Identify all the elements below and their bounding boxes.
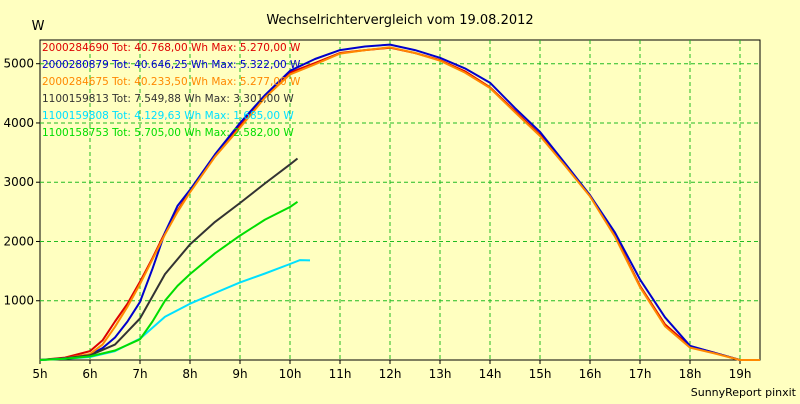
x-tick-label: 9h bbox=[232, 367, 247, 381]
x-tick-label: 12h bbox=[379, 367, 402, 381]
x-tick-label: 8h bbox=[182, 367, 197, 381]
x-tick-label: 11h bbox=[329, 367, 352, 381]
x-axis: 5h 6h 7h 8h 9h 10h 11h 12h 13h 14h 15h 16h 17h 18h 19h bbox=[32, 360, 751, 381]
legend-entry-6: 1100158753 Tot: 5.705,00 Wh Max: 2.582,0… bbox=[42, 127, 294, 139]
x-tick-label: 19h bbox=[729, 367, 752, 381]
x-tick-label: 13h bbox=[429, 367, 452, 381]
x-tick-label: 7h bbox=[132, 367, 147, 381]
x-tick-label: 6h bbox=[82, 367, 97, 381]
plot-frame bbox=[39, 39, 761, 361]
y-tick-label: 2000 bbox=[3, 234, 34, 248]
series-line-5 bbox=[39, 259, 311, 361]
y-tick-label: 5000 bbox=[3, 57, 34, 71]
legend-entry-4: 1100159813 Tot: 7.549,88 Wh Max: 3.301,0… bbox=[42, 93, 294, 105]
chart-title: Wechselrichtervergleich vom 19.08.2012 bbox=[266, 13, 533, 28]
footer-credit: SunnyReport pinxit bbox=[691, 386, 797, 399]
x-tick-label: 14h bbox=[479, 367, 502, 381]
y-tick-label: 4000 bbox=[3, 116, 34, 130]
legend: 2000284690 Tot: 40.768,00 Wh Max: 5.270,… bbox=[42, 42, 301, 139]
x-tick-label: 15h bbox=[529, 367, 552, 381]
series-line-3 bbox=[39, 46, 760, 361]
series-line-4 bbox=[39, 157, 299, 361]
y-axis: 1000 2000 3000 4000 5000 bbox=[3, 57, 40, 308]
x-tick-label: 5h bbox=[32, 367, 47, 381]
legend-entry-3: 2000284675 Tot: 40.233,50 Wh Max: 5.277,… bbox=[42, 76, 301, 88]
x-tick-label: 18h bbox=[679, 367, 702, 381]
x-tick-label: 16h bbox=[579, 367, 602, 381]
legend-entry-1: 2000284690 Tot: 40.768,00 Wh Max: 5.270,… bbox=[42, 42, 301, 54]
x-tick-label: 17h bbox=[629, 367, 652, 381]
y-tick-label: 3000 bbox=[3, 175, 34, 189]
series-lines bbox=[39, 43, 760, 361]
x-tick-label: 10h bbox=[279, 367, 302, 381]
legend-entry-2: 2000280879 Tot: 40.646,25 Wh Max: 5.322,… bbox=[42, 59, 301, 71]
series-line-6 bbox=[39, 200, 299, 361]
grid-lines bbox=[40, 40, 760, 360]
y-tick-label: 1000 bbox=[3, 294, 34, 308]
series-line-2 bbox=[39, 43, 760, 361]
legend-entry-5: 1100159808 Tot: 4.129,63 Wh Max: 1.685,0… bbox=[42, 110, 294, 122]
y-axis-label: W bbox=[32, 19, 45, 34]
